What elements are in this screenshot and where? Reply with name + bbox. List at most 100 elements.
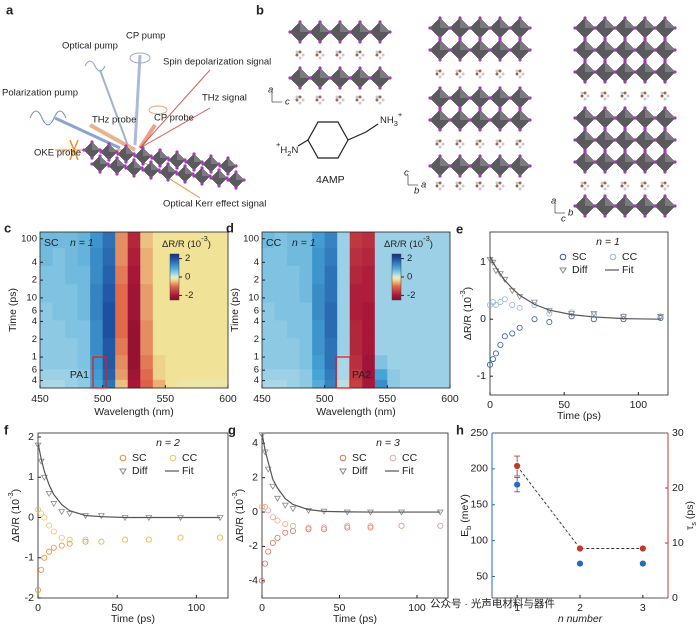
heat-cell bbox=[337, 247, 351, 266]
atom bbox=[633, 48, 637, 52]
heat-cell bbox=[399, 302, 413, 321]
heat-cell bbox=[52, 302, 66, 321]
molecule-ring bbox=[307, 121, 349, 159]
heat-cell bbox=[127, 354, 141, 370]
heat-cell bbox=[140, 354, 154, 370]
atom bbox=[508, 26, 512, 30]
plot-frame bbox=[261, 231, 451, 389]
data-point bbox=[513, 480, 521, 489]
atom bbox=[498, 154, 502, 158]
heat-cell bbox=[127, 319, 141, 339]
organic-atom bbox=[606, 184, 610, 188]
organic-atom bbox=[518, 139, 522, 143]
heat-cell bbox=[152, 337, 166, 356]
marker-circle bbox=[497, 341, 504, 348]
atom bbox=[458, 58, 462, 62]
marker-circle bbox=[367, 524, 374, 531]
atom bbox=[348, 76, 352, 80]
organic-atom bbox=[640, 184, 644, 188]
octahedron-face bbox=[440, 40, 450, 50]
organic-atom bbox=[438, 187, 442, 191]
atom bbox=[633, 138, 637, 142]
x-tick-label: 50 bbox=[111, 602, 123, 614]
atom bbox=[583, 38, 587, 42]
organic-atom bbox=[660, 181, 664, 185]
heat-cell bbox=[299, 368, 313, 380]
heat-cell bbox=[202, 232, 216, 249]
organic-atom bbox=[301, 53, 305, 57]
atom bbox=[184, 160, 188, 164]
heat-cell bbox=[140, 379, 154, 389]
x-tick-label: 50 bbox=[558, 399, 570, 411]
atom bbox=[318, 86, 322, 90]
marker-triangle bbox=[50, 501, 58, 508]
heat-cell bbox=[165, 354, 179, 370]
organic-atom bbox=[620, 181, 624, 185]
atom bbox=[328, 76, 332, 80]
octahedron-face bbox=[645, 108, 655, 118]
atom bbox=[468, 118, 472, 122]
atom bbox=[583, 16, 587, 20]
marker-circle bbox=[367, 522, 374, 529]
amine-label: NH3+ bbox=[380, 110, 403, 128]
atom bbox=[368, 76, 372, 80]
organic-atom bbox=[461, 72, 465, 76]
octahedron-face bbox=[109, 144, 117, 152]
legend-marker bbox=[339, 468, 347, 475]
atom bbox=[593, 160, 597, 164]
atom bbox=[488, 164, 492, 168]
atom bbox=[603, 38, 607, 42]
heat-cell bbox=[115, 354, 129, 370]
legend-marker bbox=[559, 253, 567, 261]
organic-atom bbox=[475, 142, 479, 146]
atom bbox=[528, 164, 532, 168]
x-tick-label: 550 bbox=[157, 393, 175, 405]
atom bbox=[613, 160, 617, 164]
atom bbox=[378, 20, 382, 24]
atom bbox=[498, 16, 502, 20]
organic-atom bbox=[583, 181, 587, 185]
organic-atom bbox=[381, 98, 385, 102]
y-tick-label: 0 bbox=[28, 511, 34, 523]
marker-circle bbox=[46, 548, 53, 555]
atom bbox=[428, 96, 432, 100]
n-label: n = 3 bbox=[376, 437, 400, 449]
atom bbox=[328, 30, 332, 34]
octahedron-face bbox=[194, 154, 202, 162]
heat-cell bbox=[437, 265, 451, 285]
atom bbox=[478, 58, 482, 62]
heat-cell bbox=[274, 379, 288, 389]
axis-glyph-label: a bbox=[268, 85, 273, 96]
heat-cell bbox=[115, 232, 129, 249]
octahedron-face bbox=[605, 196, 615, 206]
organic-atom bbox=[583, 187, 587, 191]
octahedron-face bbox=[605, 152, 615, 162]
octahedron-face bbox=[480, 40, 490, 50]
organic-atom bbox=[495, 184, 499, 188]
heat-cell bbox=[202, 247, 216, 266]
atom bbox=[508, 48, 512, 52]
organic-atom bbox=[580, 184, 584, 188]
heat-cell bbox=[437, 232, 451, 249]
organic-atom bbox=[663, 181, 667, 185]
atom bbox=[438, 128, 442, 132]
atom bbox=[478, 128, 482, 132]
organic-atom bbox=[478, 69, 482, 73]
organic-atom bbox=[521, 184, 525, 188]
organic-atom bbox=[375, 50, 379, 54]
heat-cell bbox=[349, 265, 363, 285]
octahedron-face bbox=[605, 62, 615, 72]
atom bbox=[141, 168, 145, 172]
y-axis-label: ΔR/R (10-3) bbox=[230, 489, 245, 542]
cp-spiral bbox=[129, 52, 151, 64]
heat-cell bbox=[115, 283, 129, 303]
marker-circle bbox=[50, 528, 57, 535]
organic-atom bbox=[315, 98, 319, 102]
atom bbox=[603, 194, 607, 198]
organic-atom bbox=[603, 91, 607, 95]
heat-cell bbox=[215, 379, 229, 389]
heat-cell bbox=[412, 319, 426, 339]
octahedron-face bbox=[185, 166, 193, 174]
marker-triangle bbox=[545, 308, 553, 315]
atom bbox=[653, 160, 657, 164]
